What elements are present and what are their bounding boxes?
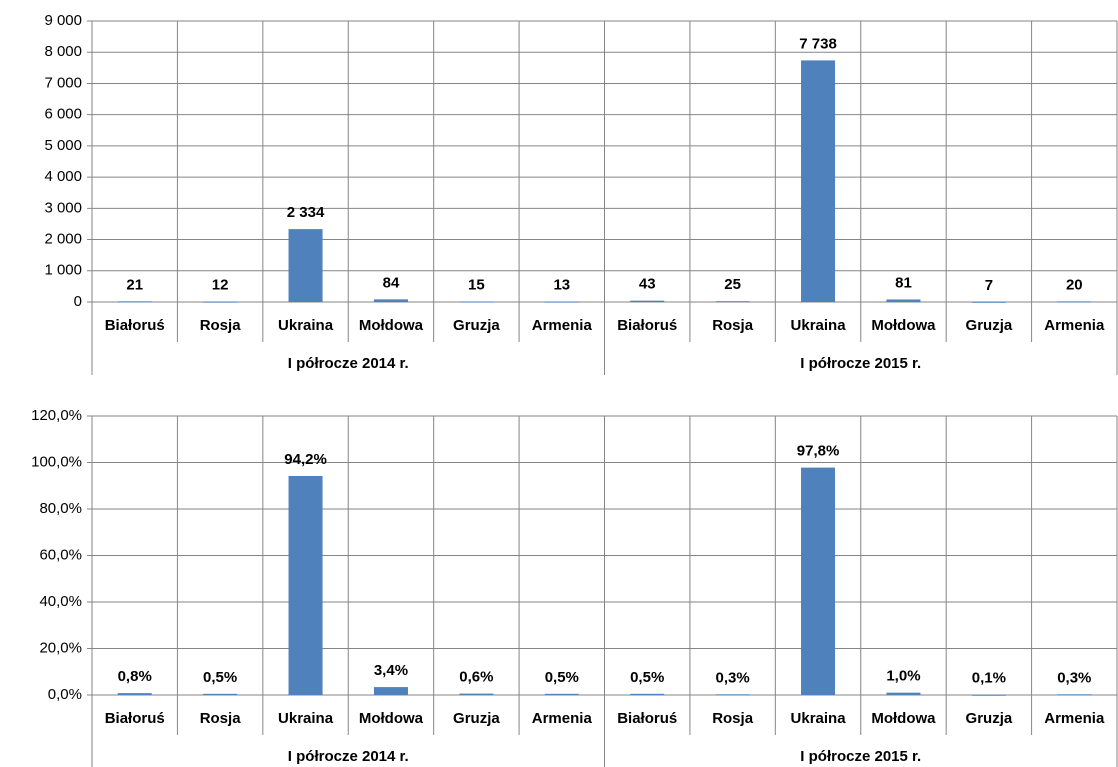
y-tick-label: 80,0% <box>39 500 82 517</box>
group-label: I półrocze 2014 r. <box>288 748 409 765</box>
data-label: 81 <box>895 274 912 291</box>
x-tick-label: Ukraina <box>278 710 334 727</box>
bar <box>459 301 494 303</box>
y-tick-label: 20,0% <box>39 639 82 656</box>
data-label: 97,8% <box>797 443 840 460</box>
x-tick-label: Mołdowa <box>871 317 936 334</box>
data-label: 0,5% <box>545 669 579 686</box>
x-tick-label: Gruzja <box>453 317 500 334</box>
bar <box>544 301 579 303</box>
x-tick-label: Armenia <box>1044 710 1105 727</box>
y-tick-label: 7 000 <box>44 74 82 91</box>
data-label: 0,3% <box>1057 669 1091 686</box>
data-label: 3,4% <box>374 662 408 679</box>
data-label: 7 738 <box>799 35 837 52</box>
x-tick-label: Armenia <box>532 710 593 727</box>
x-tick-label: Rosja <box>712 710 754 727</box>
data-label: 0,3% <box>716 669 750 686</box>
data-label: 0,5% <box>203 669 237 686</box>
data-label: 13 <box>553 277 570 294</box>
x-tick-label: Gruzja <box>453 710 500 727</box>
x-tick-label: Rosja <box>200 317 242 334</box>
y-tick-label: 2 000 <box>44 231 82 248</box>
data-label: 1,0% <box>886 668 920 685</box>
y-tick-label: 5 000 <box>44 137 82 154</box>
x-tick-label: Ukraina <box>791 710 847 727</box>
y-tick-label: 0 <box>74 293 82 310</box>
data-label: 43 <box>639 276 656 293</box>
bar <box>117 693 152 695</box>
y-tick-label: 4 000 <box>44 168 82 185</box>
data-label: 12 <box>212 277 229 294</box>
bar <box>1057 301 1092 303</box>
x-tick-label: Rosja <box>712 317 754 334</box>
data-label: 0,6% <box>459 669 493 686</box>
bar <box>288 475 323 695</box>
data-label: 20 <box>1066 276 1083 293</box>
bar <box>373 687 408 695</box>
bar <box>373 299 408 302</box>
y-tick-label: 60,0% <box>39 546 82 563</box>
x-tick-label: Mołdowa <box>359 317 424 334</box>
data-label: 15 <box>468 277 485 294</box>
x-tick-label: Rosja <box>200 710 242 727</box>
y-tick-label: 100,0% <box>31 453 82 470</box>
data-label: 25 <box>724 276 741 293</box>
bar <box>459 693 494 695</box>
x-tick-label: Ukraina <box>278 317 334 334</box>
x-tick-label: Białoruś <box>105 317 165 334</box>
y-tick-label: 3 000 <box>44 199 82 216</box>
bar <box>288 229 323 302</box>
bar <box>544 693 579 695</box>
data-label: 0,1% <box>972 670 1006 687</box>
x-tick-label: Mołdowa <box>871 710 936 727</box>
bar <box>886 692 921 695</box>
bar <box>630 300 665 302</box>
x-tick-label: Białoruś <box>617 317 677 334</box>
bar <box>886 299 921 302</box>
data-label: 0,8% <box>118 668 152 685</box>
y-tick-label: 40,0% <box>39 593 82 610</box>
data-label: 94,2% <box>284 451 327 468</box>
data-label: 2 334 <box>287 204 325 221</box>
group-label: I półrocze 2015 r. <box>800 748 921 765</box>
bar <box>801 60 836 303</box>
bar <box>971 301 1006 303</box>
bar <box>203 301 238 303</box>
x-tick-label: Armenia <box>532 317 593 334</box>
y-tick-label: 6 000 <box>44 106 82 123</box>
x-tick-label: Białoruś <box>105 710 165 727</box>
y-tick-label: 0,0% <box>48 686 82 703</box>
group-label: I półrocze 2014 r. <box>288 355 409 372</box>
data-label: 7 <box>985 277 993 294</box>
data-label: 0,5% <box>630 669 664 686</box>
bar <box>715 301 750 303</box>
x-tick-label: Gruzja <box>966 710 1013 727</box>
data-label: 84 <box>383 274 400 291</box>
y-tick-label: 120,0% <box>31 407 82 424</box>
bar <box>971 694 1006 696</box>
data-label: 21 <box>126 276 143 293</box>
y-tick-label: 8 000 <box>44 43 82 60</box>
x-tick-label: Białoruś <box>617 710 677 727</box>
bar <box>117 301 152 303</box>
bar <box>801 467 836 695</box>
bar <box>630 693 665 695</box>
x-tick-label: Ukraina <box>791 317 847 334</box>
x-tick-label: Gruzja <box>966 317 1013 334</box>
y-tick-label: 1 000 <box>44 262 82 279</box>
group-label: I półrocze 2015 r. <box>800 355 921 372</box>
y-tick-label: 9 000 <box>44 12 82 29</box>
x-tick-label: Armenia <box>1044 317 1105 334</box>
x-tick-label: Mołdowa <box>359 710 424 727</box>
bar <box>715 694 750 696</box>
bar <box>203 693 238 695</box>
bar <box>1057 694 1092 696</box>
